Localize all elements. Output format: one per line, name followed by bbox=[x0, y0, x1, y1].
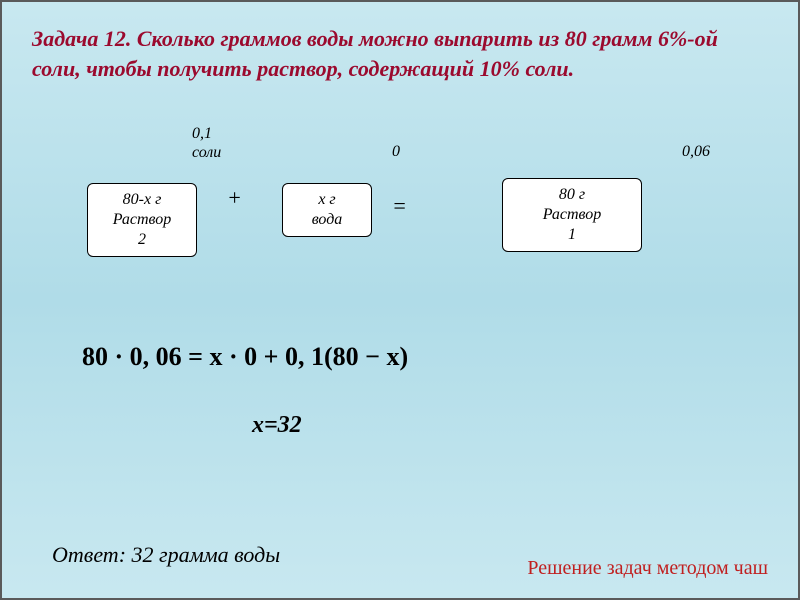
box-line: 2 bbox=[92, 230, 192, 250]
label-box3: 0,06 bbox=[682, 143, 710, 161]
label-box2: 0 bbox=[392, 143, 400, 161]
box-line: вода bbox=[287, 210, 367, 230]
method-caption: Решение задач методом чаш bbox=[527, 557, 768, 580]
box-line: 80 г bbox=[507, 185, 637, 205]
result: х=32 bbox=[252, 412, 302, 439]
equals-operator: = bbox=[392, 193, 407, 219]
box-line: Раствор bbox=[507, 205, 637, 225]
plus-operator: + bbox=[227, 185, 242, 211]
mixture-diagram: 0,1 соли 80-х г Раствор 2 + 0 х г вода =… bbox=[52, 143, 768, 263]
slide: Задача 12. Сколько граммов воды можно вы… bbox=[0, 0, 800, 600]
box-line: 80-х г bbox=[92, 190, 192, 210]
label-box1: 0,1 соли bbox=[192, 125, 221, 162]
box-water: х г вода bbox=[282, 183, 372, 237]
box-solution2: 80-х г Раствор 2 bbox=[87, 183, 197, 257]
label-text: 0 bbox=[392, 143, 400, 160]
box-line: Раствор bbox=[92, 210, 192, 230]
box-line: х г bbox=[287, 190, 367, 210]
equation-text: 80 · 0, 06 = x · 0 + 0, 1(80 − x) bbox=[82, 342, 408, 371]
problem-statement: Задача 12. Сколько граммов воды можно вы… bbox=[32, 24, 768, 83]
label-text: 0,06 bbox=[682, 143, 710, 160]
box-solution1: 80 г Раствор 1 bbox=[502, 178, 642, 252]
box-line: 1 bbox=[507, 225, 637, 245]
answer-line: Ответ: 32 грамма воды bbox=[52, 542, 280, 568]
equation: 80 · 0, 06 = x · 0 + 0, 1(80 − x) bbox=[82, 342, 408, 372]
label-text: 0,1 соли bbox=[192, 125, 221, 160]
